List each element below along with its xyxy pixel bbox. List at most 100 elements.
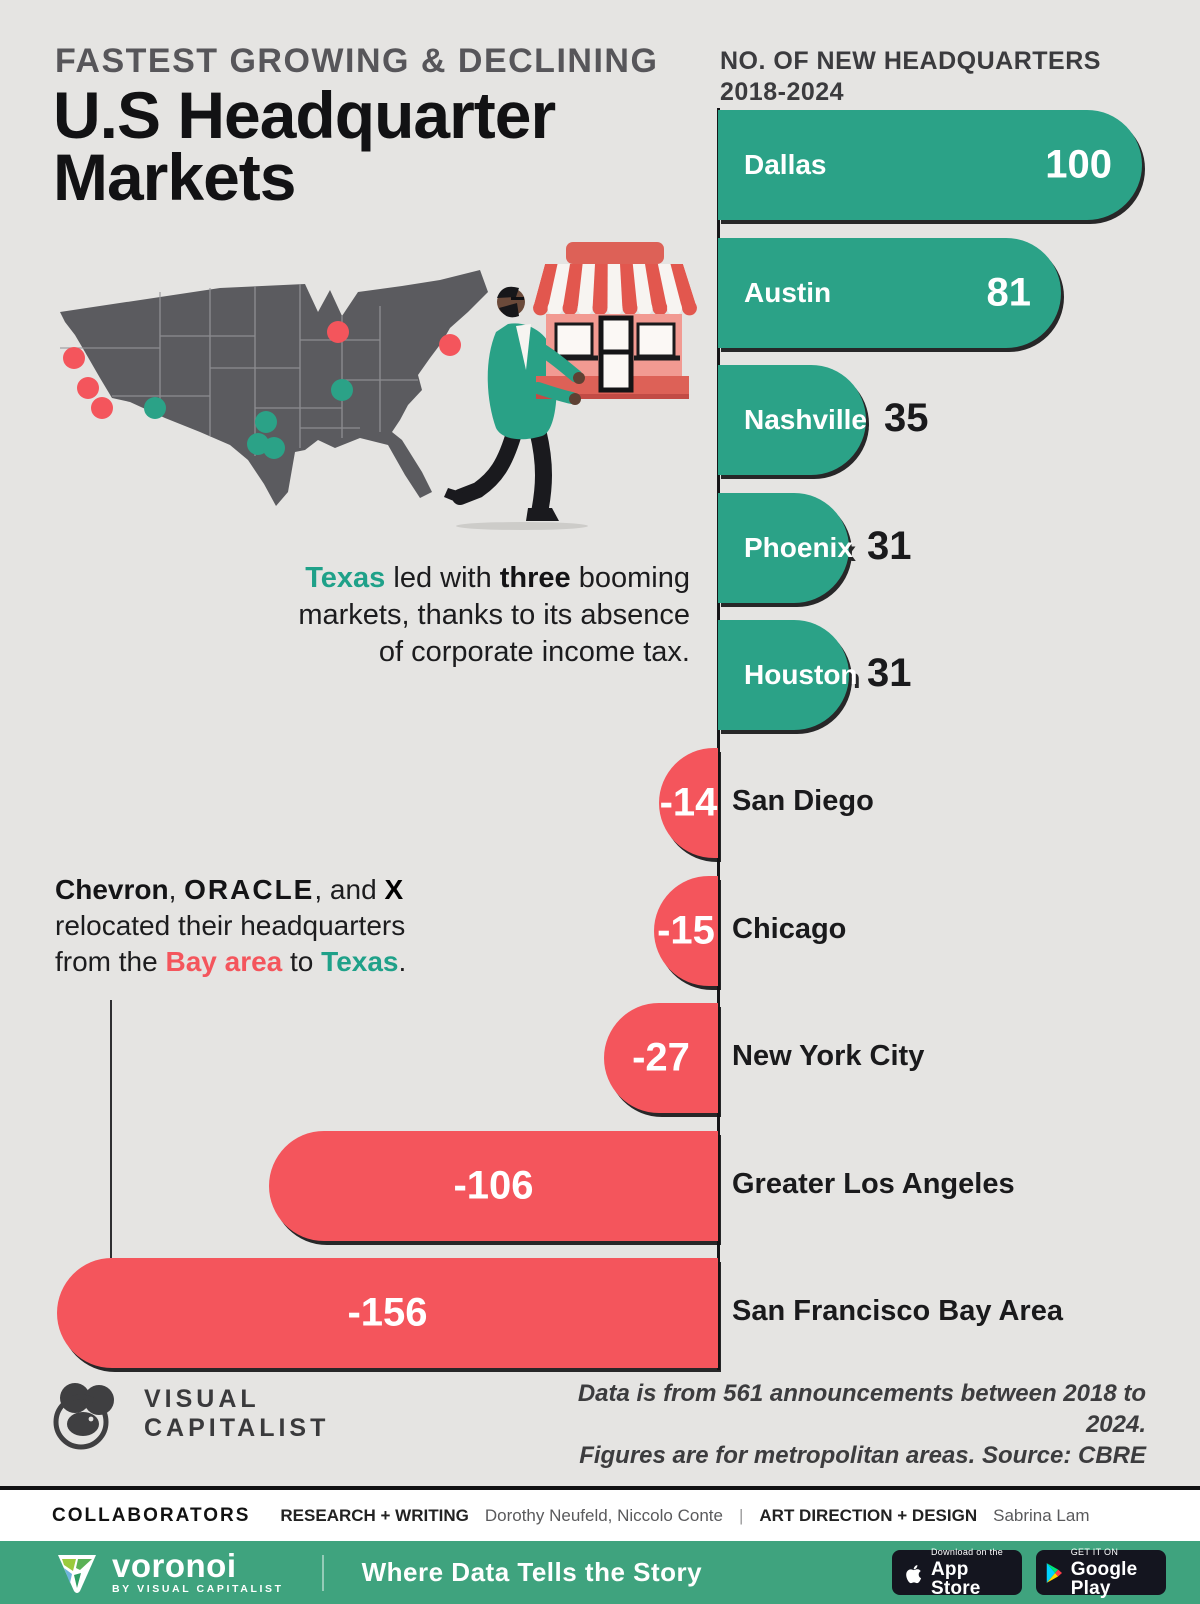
bar-san-francisco-bay-area: -156: [57, 1258, 718, 1368]
bar-chicago: -15: [654, 876, 718, 986]
upper-hand: [573, 372, 585, 384]
growing-market-dot: [263, 437, 285, 459]
growing-market-dot: [255, 411, 277, 433]
title-line-1: U.S Headquarter: [53, 78, 556, 152]
google-play-line2: Google Play: [1070, 1558, 1138, 1599]
footer-tagline: Where Data Tells the Story: [361, 1557, 703, 1587]
visual-capitalist-icon: [53, 1383, 114, 1450]
shirt: [516, 324, 531, 370]
app-store-text: Download on the App Store: [931, 1546, 1012, 1599]
google-play-text: GET IT ON Google Play: [1070, 1546, 1156, 1599]
collaborators-label: COLLABORATORS: [52, 1504, 251, 1526]
state-borders: [60, 284, 418, 456]
back-shoe: [444, 488, 464, 504]
bar-value: -14: [659, 780, 718, 825]
us-map: [60, 270, 488, 506]
store-sign: [566, 242, 664, 264]
glasses: [511, 297, 524, 300]
bar-san-diego: -14: [659, 748, 718, 858]
bar-label: Austin: [744, 277, 832, 308]
declining-market-dot: [439, 334, 461, 356]
kicker-text: FASTEST GROWING & DECLINING: [55, 42, 659, 80]
axis-title-line-2: 2018-2024: [720, 78, 845, 106]
voronoi-name: voronoi: [112, 1546, 237, 1584]
bar-greater-los-angeles: -106: [269, 1131, 718, 1241]
front-leg: [529, 423, 552, 519]
bar-austin: Austin 81: [718, 238, 1061, 348]
google-play-line1: GET IT ON: [1070, 1546, 1119, 1557]
store-base-shadow: [536, 394, 689, 399]
bar-dallas: Dallas 100: [718, 110, 1142, 220]
left-window: [554, 322, 594, 358]
bar-value: 81: [986, 270, 1032, 315]
footer-divider: [321, 1554, 324, 1591]
source-line-1: Data is from 561 announcements between 2…: [577, 1380, 1146, 1438]
art-direction-label: ART DIRECTION + DESIGN: [759, 1505, 978, 1525]
page-title: U.S Headquarter Markets: [53, 78, 556, 214]
right-window: [636, 322, 676, 358]
annotation-leader-line: [110, 1000, 112, 1258]
store-badges: Download on the App Store GET IT ON Goog…: [892, 1546, 1166, 1599]
voronoi-footer-bar: voronoi BY VISUAL CAPITALIST Where Data …: [0, 1541, 1200, 1604]
vc-line-2: CAPITALIST: [144, 1414, 330, 1442]
bar-phoenix: Phoenix: [718, 493, 853, 603]
ground-shadow: [456, 522, 588, 530]
chart-axis-line: [717, 108, 720, 1370]
voronoi-brand: voronoi BY VISUAL CAPITALIST: [54, 1546, 284, 1595]
apple-icon: [906, 1564, 922, 1583]
market-dots: [63, 321, 461, 459]
bar-nashville: Nashville: [718, 365, 867, 475]
declining-market-dot: [77, 377, 99, 399]
bar-value: 31: [867, 651, 912, 695]
bar-label: San Francisco Bay Area: [732, 1295, 1063, 1327]
google-play-badge[interactable]: GET IT ON Google Play: [1036, 1546, 1166, 1599]
back-leg: [452, 422, 523, 505]
bar-value: -106: [453, 1163, 534, 1208]
vc-line-1: VISUAL: [144, 1385, 260, 1413]
source-line-2: Figures are for metropolitan areas. Sour…: [579, 1442, 1146, 1469]
research-writing-label: RESEARCH + WRITING: [280, 1505, 469, 1525]
bar-value: 100: [1045, 142, 1112, 187]
collaborators-divider: |: [738, 1505, 744, 1525]
declining-market-dot: [63, 347, 85, 369]
collaborators-separator: [0, 1486, 1200, 1490]
voronoi-subtitle: BY VISUAL CAPITALIST: [112, 1582, 284, 1595]
declining-market-dot: [91, 397, 113, 419]
bar-value: -27: [632, 1035, 690, 1080]
hair: [497, 286, 519, 298]
visual-capitalist-logo: VISUAL CAPITALIST: [50, 1378, 329, 1450]
bar-label: Chicago: [732, 913, 847, 945]
bar-new-york-city: -27: [604, 1003, 718, 1113]
front-shoe: [526, 508, 559, 521]
visual-capitalist-wordmark: VISUAL CAPITALIST: [144, 1385, 329, 1443]
bar-label: San Diego: [732, 785, 874, 817]
growing-market-dot: [331, 379, 353, 401]
storefront-illustration: [533, 242, 697, 399]
axis-title-line-1: NO. OF NEW HEADQUARTERS: [720, 47, 1101, 75]
chart-axis-title: NO. OF NEW HEADQUARTERS 2018-2024: [720, 46, 1160, 108]
us-map-illustration: [60, 242, 697, 530]
bar-value: -156: [347, 1290, 428, 1335]
research-writing-names: Dorothy Neufeld, Niccolo Conte: [484, 1505, 723, 1525]
title-line-2: Markets: [53, 140, 296, 214]
bar-value: 35: [884, 396, 929, 440]
source-note: Data is from 561 announcements between 2…: [560, 1378, 1146, 1471]
app-store-badge[interactable]: Download on the App Store: [892, 1546, 1022, 1599]
app-store-line2: App Store: [931, 1558, 981, 1599]
app-store-line1: Download on the: [931, 1546, 1004, 1557]
bar-label: Phoenix: [744, 532, 853, 563]
awning: [533, 264, 697, 308]
bar-value: 31: [867, 524, 912, 568]
voronoi-wordmark: voronoi BY VISUAL CAPITALIST: [112, 1546, 284, 1595]
bar-label: Dallas: [744, 149, 827, 180]
google-play-icon: [1046, 1562, 1062, 1583]
art-direction-names: Sabrina Lam: [993, 1505, 1090, 1525]
declining-market-dot: [327, 321, 349, 343]
bar-houston: Houston: [718, 620, 858, 730]
bar-label: Greater Los Angeles: [732, 1168, 1015, 1200]
lower-hand: [569, 393, 581, 405]
awning-scallops: [533, 300, 697, 316]
growing-market-dot: [144, 397, 166, 419]
man-arms-overlay: [532, 343, 585, 405]
